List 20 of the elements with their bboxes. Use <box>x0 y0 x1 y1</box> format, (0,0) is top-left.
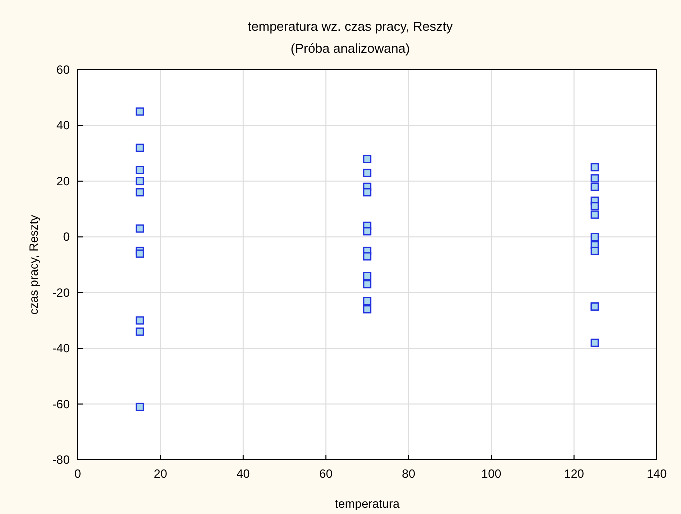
x-axis-title: temperatura <box>335 497 400 511</box>
y-tick-label: 20 <box>56 174 70 188</box>
x-tick-label: 60 <box>319 467 334 481</box>
x-tick-label: 100 <box>482 467 502 481</box>
y-tick-label: -40 <box>52 342 70 356</box>
y-tick-label: -80 <box>52 453 70 467</box>
y-axis-title: czas pracy, Reszty <box>27 215 41 315</box>
y-tick-label: 40 <box>56 118 70 133</box>
y-tick-label: 60 <box>56 63 70 77</box>
x-tick-label: 40 <box>236 467 250 481</box>
y-tick-label: -20 <box>52 286 70 300</box>
y-tick-label: 0 <box>63 230 70 244</box>
x-tick-label: 80 <box>402 467 416 481</box>
x-tick-label: 140 <box>646 467 668 481</box>
x-tick-label: 0 <box>74 467 82 481</box>
chart-subtitle: (Próba analizowana) <box>290 41 410 56</box>
y-tick-label: -60 <box>52 397 70 412</box>
chart-title: temperatura wz. czas pracy, Reszty <box>248 19 454 34</box>
x-tick-label: 120 <box>564 467 585 481</box>
x-tick-label: 20 <box>154 467 168 481</box>
